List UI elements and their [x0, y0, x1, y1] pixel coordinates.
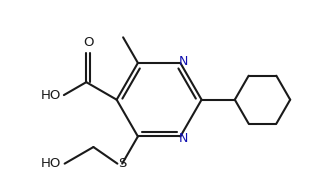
Text: HO: HO — [41, 157, 61, 170]
Text: O: O — [83, 36, 93, 49]
Text: S: S — [118, 157, 127, 170]
Text: N: N — [178, 55, 188, 68]
Text: HO: HO — [41, 89, 61, 102]
Text: N: N — [178, 132, 188, 145]
